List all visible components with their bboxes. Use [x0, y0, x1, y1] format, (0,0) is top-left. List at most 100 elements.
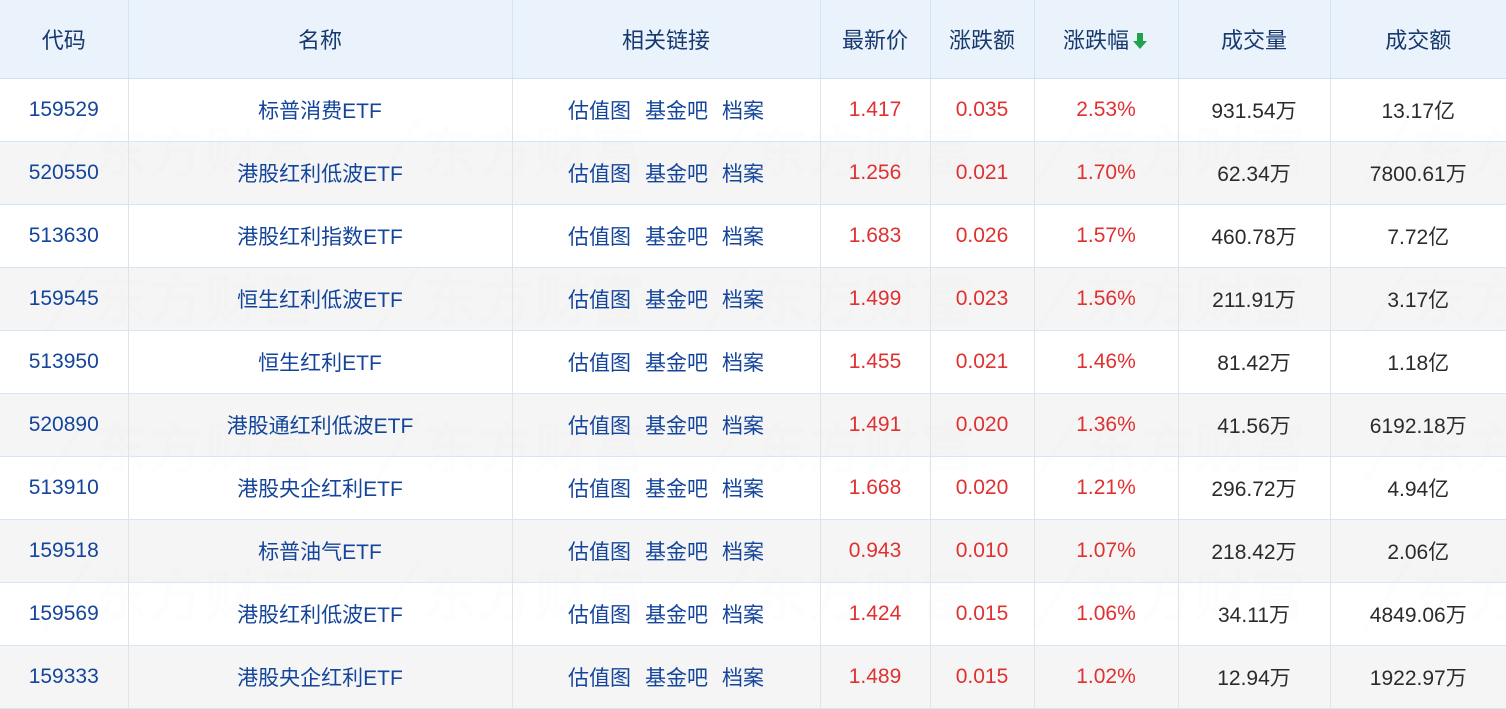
column-header-label: 成交额	[1385, 28, 1452, 53]
cell-name[interactable]: 港股通红利低波ETF	[128, 393, 513, 457]
cell-name[interactable]: 港股红利指数ETF	[128, 204, 513, 268]
cell-volume: 296.72万	[1178, 456, 1331, 520]
link-archive[interactable]: 档案	[722, 226, 764, 249]
cell-turnover: 2.06亿	[1330, 519, 1506, 583]
link-valuation-chart[interactable]: 估值图	[568, 163, 631, 186]
cell-code[interactable]: 159333	[0, 645, 129, 709]
cell-links: 估值图 基金吧 档案	[512, 141, 821, 205]
cell-code[interactable]: 159529	[0, 78, 129, 142]
link-valuation-chart[interactable]: 估值图	[568, 667, 631, 690]
link-archive[interactable]: 档案	[722, 541, 764, 564]
cell-volume: 211.91万	[1178, 267, 1331, 331]
table-row[interactable]: 513910 港股央企红利ETF 估值图 基金吧 档案 1.668 0.020 1.21% 29…	[0, 456, 1506, 520]
arrow-down-icon[interactable]	[1131, 31, 1149, 51]
related-link-group: 估值图 基金吧 档案	[568, 662, 764, 692]
cell-name[interactable]: 港股红利低波ETF	[128, 582, 513, 646]
link-fund-forum[interactable]: 基金吧	[645, 541, 708, 564]
link-valuation-chart[interactable]: 估值图	[568, 478, 631, 501]
cell-change: 0.015	[930, 645, 1035, 709]
column-header-code[interactable]: 代码	[0, 0, 129, 79]
table-row[interactable]: 520550 港股红利低波ETF 估值图 基金吧 档案 1.256 0.021 1.70% 62…	[0, 141, 1506, 205]
link-fund-forum[interactable]: 基金吧	[645, 604, 708, 627]
cell-name[interactable]: 标普油气ETF	[128, 519, 513, 583]
link-archive[interactable]: 档案	[722, 352, 764, 375]
cell-turnover: 4.94亿	[1330, 456, 1506, 520]
cell-links: 估值图 基金吧 档案	[512, 78, 821, 142]
table-row[interactable]: 159333 港股央企红利ETF 估值图 基金吧 档案 1.489 0.015 1.02% 12…	[0, 645, 1506, 709]
column-header-links[interactable]: 相关链接	[512, 0, 821, 79]
table-row[interactable]: 159569 港股红利低波ETF 估值图 基金吧 档案 1.424 0.015 1.06% 34…	[0, 582, 1506, 646]
cell-change: 0.020	[930, 456, 1035, 520]
link-archive[interactable]: 档案	[722, 604, 764, 627]
link-fund-forum[interactable]: 基金吧	[645, 478, 708, 501]
column-header-change[interactable]: 涨跌额	[930, 0, 1035, 79]
link-valuation-chart[interactable]: 估值图	[568, 415, 631, 438]
cell-links: 估值图 基金吧 档案	[512, 456, 821, 520]
cell-code[interactable]: 520890	[0, 393, 129, 457]
cell-code[interactable]: 513950	[0, 330, 129, 394]
related-link-group: 估值图 基金吧 档案	[568, 536, 764, 566]
link-fund-forum[interactable]: 基金吧	[645, 352, 708, 375]
related-link-group: 估值图 基金吧 档案	[568, 284, 764, 314]
cell-name[interactable]: 港股红利低波ETF	[128, 141, 513, 205]
column-header-pct[interactable]: 涨跌幅	[1034, 0, 1179, 79]
column-header-turnover[interactable]: 成交额	[1330, 0, 1506, 79]
link-fund-forum[interactable]: 基金吧	[645, 667, 708, 690]
link-valuation-chart[interactable]: 估值图	[568, 289, 631, 312]
related-link-group: 估值图 基金吧 档案	[568, 410, 764, 440]
table-row[interactable]: 520890 港股通红利低波ETF 估值图 基金吧 档案 1.491 0.020 1.36% 4…	[0, 393, 1506, 457]
column-header-name[interactable]: 名称	[128, 0, 513, 79]
column-header-volume[interactable]: 成交量	[1178, 0, 1331, 79]
column-header-price[interactable]: 最新价	[820, 0, 931, 79]
table-body: 159529 标普消费ETF 估值图 基金吧 档案 1.417 0.035 2.53% 931.…	[0, 78, 1506, 709]
link-valuation-chart[interactable]: 估值图	[568, 352, 631, 375]
cell-volume: 218.42万	[1178, 519, 1331, 583]
link-fund-forum[interactable]: 基金吧	[645, 100, 708, 123]
cell-name[interactable]: 港股央企红利ETF	[128, 456, 513, 520]
cell-code[interactable]: 159518	[0, 519, 129, 583]
cell-name[interactable]: 恒生红利ETF	[128, 330, 513, 394]
cell-price: 1.668	[820, 456, 931, 520]
cell-code[interactable]: 159545	[0, 267, 129, 331]
cell-code[interactable]: 159569	[0, 582, 129, 646]
cell-code[interactable]: 520550	[0, 141, 129, 205]
link-valuation-chart[interactable]: 估值图	[568, 604, 631, 627]
cell-turnover: 7800.61万	[1330, 141, 1506, 205]
link-valuation-chart[interactable]: 估值图	[568, 541, 631, 564]
cell-name[interactable]: 恒生红利低波ETF	[128, 267, 513, 331]
related-link-group: 估值图 基金吧 档案	[568, 599, 764, 629]
link-archive[interactable]: 档案	[722, 478, 764, 501]
table-row[interactable]: 513630 港股红利指数ETF 估值图 基金吧 档案 1.683 0.026 1.57% 46…	[0, 204, 1506, 268]
cell-pct: 1.46%	[1034, 330, 1179, 394]
cell-volume: 62.34万	[1178, 141, 1331, 205]
link-fund-forum[interactable]: 基金吧	[645, 226, 708, 249]
link-archive[interactable]: 档案	[722, 100, 764, 123]
table-row[interactable]: 159529 标普消费ETF 估值图 基金吧 档案 1.417 0.035 2.53% 931.…	[0, 78, 1506, 142]
table-row[interactable]: 159518 标普油气ETF 估值图 基金吧 档案 0.943 0.010 1.07% 218.…	[0, 519, 1506, 583]
column-header-label: 名称	[297, 28, 342, 53]
cell-name[interactable]: 标普消费ETF	[128, 78, 513, 142]
related-link-group: 估值图 基金吧 档案	[568, 158, 764, 188]
cell-change: 0.015	[930, 582, 1035, 646]
cell-name[interactable]: 港股央企红利ETF	[128, 645, 513, 709]
link-archive[interactable]: 档案	[722, 289, 764, 312]
cell-price: 1.424	[820, 582, 931, 646]
link-valuation-chart[interactable]: 估值图	[568, 226, 631, 249]
cell-turnover: 13.17亿	[1330, 78, 1506, 142]
link-archive[interactable]: 档案	[722, 667, 764, 690]
cell-links: 估值图 基金吧 档案	[512, 267, 821, 331]
link-fund-forum[interactable]: 基金吧	[645, 415, 708, 438]
table-row[interactable]: 159545 恒生红利低波ETF 估值图 基金吧 档案 1.499 0.023 1.56% 21…	[0, 267, 1506, 331]
cell-change: 0.023	[930, 267, 1035, 331]
cell-price: 1.491	[820, 393, 931, 457]
table-row[interactable]: 513950 恒生红利ETF 估值图 基金吧 档案 1.455 0.021 1.46% 81.4…	[0, 330, 1506, 394]
column-header-label: 相关链接	[621, 28, 710, 53]
link-fund-forum[interactable]: 基金吧	[645, 163, 708, 186]
link-fund-forum[interactable]: 基金吧	[645, 289, 708, 312]
cell-code[interactable]: 513910	[0, 456, 129, 520]
link-valuation-chart[interactable]: 估值图	[568, 100, 631, 123]
link-archive[interactable]: 档案	[722, 163, 764, 186]
cell-links: 估值图 基金吧 档案	[512, 204, 821, 268]
cell-code[interactable]: 513630	[0, 204, 129, 268]
link-archive[interactable]: 档案	[722, 415, 764, 438]
